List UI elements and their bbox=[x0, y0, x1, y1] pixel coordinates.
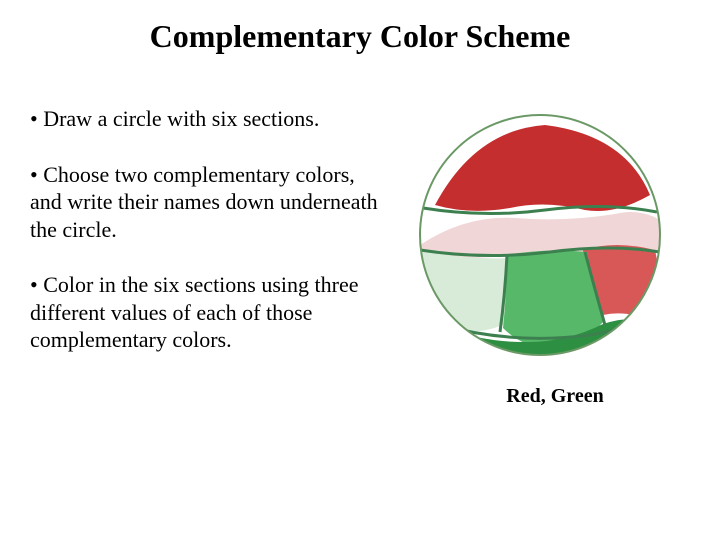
bullet-item-2: • Choose two complementary colors, and w… bbox=[30, 161, 380, 244]
diagram-caption: Red, Green bbox=[476, 385, 603, 408]
color-wheel-diagram bbox=[415, 110, 665, 360]
bullet-item-1: • Draw a circle with six sections. bbox=[30, 105, 380, 133]
page-title: Complementary Color Scheme bbox=[0, 0, 720, 55]
section-red-dark bbox=[435, 125, 650, 211]
diagram-column: Red, Green bbox=[390, 105, 690, 408]
bullet-item-3: • Color in the six sections using three … bbox=[30, 271, 380, 354]
bullet-list: • Draw a circle with six sections. • Cho… bbox=[30, 105, 390, 408]
content-area: • Draw a circle with six sections. • Cho… bbox=[0, 105, 720, 408]
